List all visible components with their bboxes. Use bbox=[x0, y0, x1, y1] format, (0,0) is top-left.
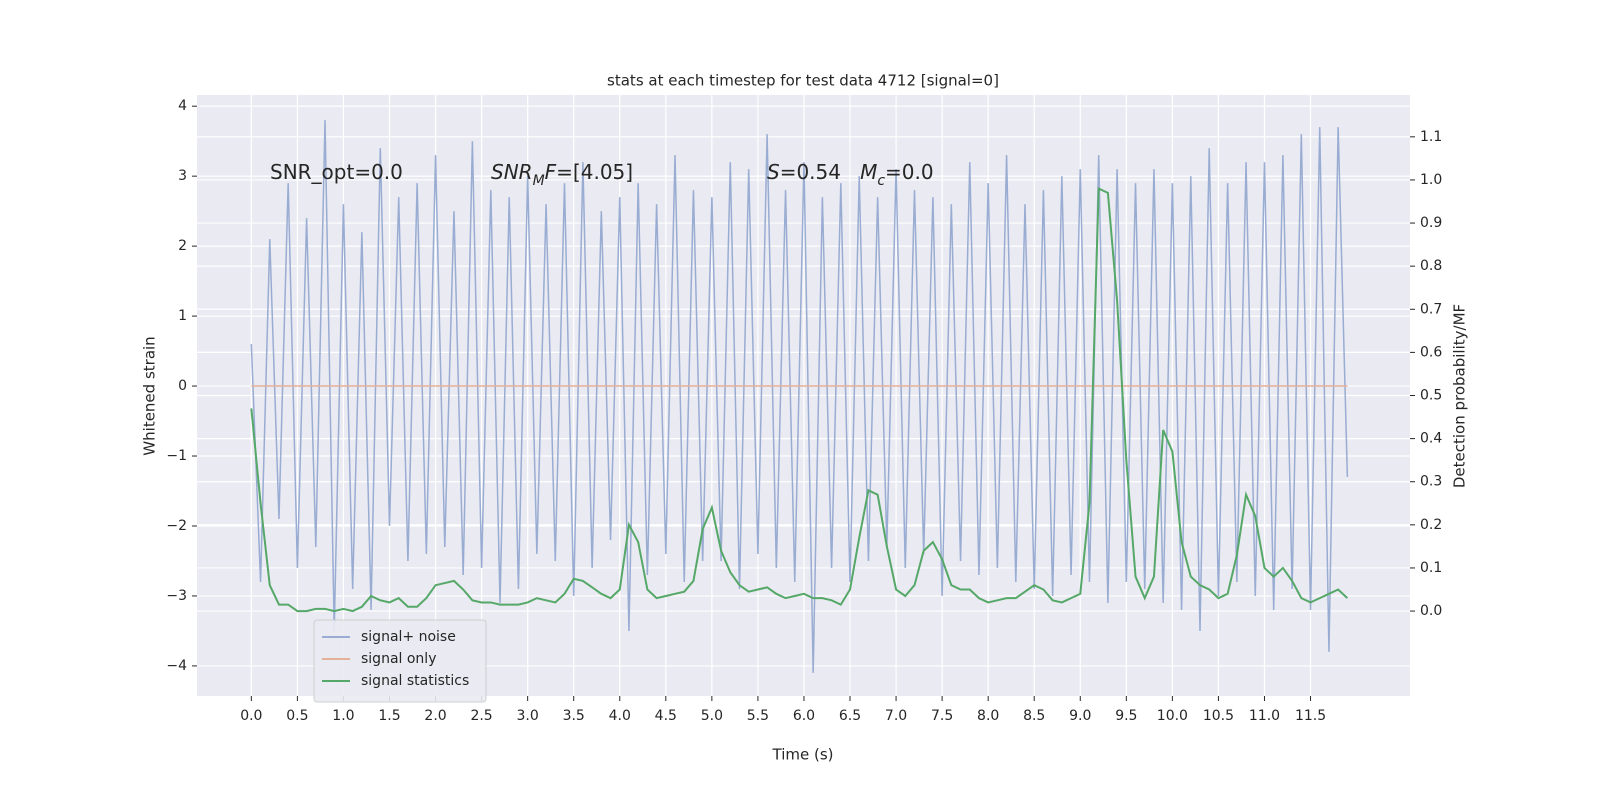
y-tick-label: 2 bbox=[178, 238, 187, 254]
y-tick-label: −3 bbox=[166, 588, 187, 604]
legend-label: signal only bbox=[361, 651, 436, 667]
annotation-part: =0.0 bbox=[885, 160, 934, 184]
x-tick-label: 3.5 bbox=[563, 708, 585, 724]
x-tick-label: 11.5 bbox=[1295, 708, 1326, 724]
x-tick-label: 5.0 bbox=[701, 708, 723, 724]
annotation: SNR_opt=0.0 bbox=[270, 160, 403, 184]
y-tick-label: −1 bbox=[166, 448, 187, 464]
chart-title: stats at each timestep for test data 471… bbox=[607, 72, 999, 90]
x-tick-label: 5.5 bbox=[747, 708, 769, 724]
x-tick-label: 0.0 bbox=[240, 708, 262, 724]
x-tick-label: 2.5 bbox=[470, 708, 492, 724]
y2-tick-label: 1.1 bbox=[1420, 129, 1442, 145]
x-tick-label: 0.5 bbox=[286, 708, 308, 724]
annotation-part: =0.54 bbox=[780, 160, 860, 184]
x-tick-label: 9.0 bbox=[1069, 708, 1091, 724]
series-line bbox=[250, 187, 1349, 613]
x-tick-label: 8.5 bbox=[1023, 708, 1045, 724]
legend-box bbox=[313, 619, 487, 703]
x-tick-label: 10.5 bbox=[1203, 708, 1234, 724]
x-tick-label: 7.5 bbox=[931, 708, 953, 724]
y2-tick-label: 0.1 bbox=[1420, 560, 1442, 576]
annotation: S=0.54 Mc=0.0 bbox=[767, 160, 934, 190]
x-tick-label: 10.0 bbox=[1157, 708, 1188, 724]
x-tick-label: 4.5 bbox=[655, 708, 677, 724]
annotation-part: SNR bbox=[491, 160, 533, 184]
x-tick-label: 11.0 bbox=[1249, 708, 1280, 724]
y2-axis-label: Detection probability/MF bbox=[1451, 304, 1469, 488]
x-tick-label: 1.0 bbox=[332, 708, 354, 724]
annotation-part: M bbox=[533, 173, 545, 189]
y2-tick-label: 0.5 bbox=[1420, 388, 1442, 404]
x-tick-label: 9.5 bbox=[1115, 708, 1137, 724]
annotation-part: M bbox=[860, 160, 877, 184]
annotation-part: =[4.05] bbox=[556, 160, 633, 184]
series-line bbox=[250, 120, 1349, 673]
y2-tick-label: 0.3 bbox=[1420, 474, 1442, 490]
x-tick-label: 1.5 bbox=[378, 708, 400, 724]
y-tick-label: −2 bbox=[166, 518, 187, 534]
y2-tick-label: 0.9 bbox=[1420, 215, 1442, 231]
y2-tick-label: 0.2 bbox=[1420, 517, 1442, 533]
annotation-part: SNR_opt=0.0 bbox=[270, 160, 403, 184]
y2-tick-label: 0.6 bbox=[1420, 344, 1442, 360]
x-tick-label: 6.5 bbox=[839, 708, 861, 724]
x-tick-label: 6.0 bbox=[793, 708, 815, 724]
y2-tick-label: 0.4 bbox=[1420, 431, 1442, 447]
x-tick-label: 2.0 bbox=[424, 708, 446, 724]
legend-label: signal+ noise bbox=[361, 629, 456, 645]
annotation-part: F bbox=[545, 160, 557, 184]
x-tick-label: 3.0 bbox=[517, 708, 539, 724]
y2-tick-label: 0.8 bbox=[1420, 258, 1442, 274]
y2-tick-label: 0.0 bbox=[1420, 603, 1442, 619]
legend-label: signal statistics bbox=[361, 673, 469, 689]
x-tick-label: 4.0 bbox=[609, 708, 631, 724]
y2-tick-label: 0.7 bbox=[1420, 301, 1442, 317]
y-tick-label: −4 bbox=[166, 658, 187, 674]
y-tick-label: 3 bbox=[178, 168, 187, 184]
annotation-part: c bbox=[877, 173, 885, 189]
annotation-part: S bbox=[767, 160, 780, 184]
y-tick-label: 1 bbox=[178, 308, 187, 324]
annotation: SNRMF=[4.05] bbox=[491, 160, 633, 190]
y-tick-label: 0 bbox=[178, 378, 187, 394]
y2-tick-label: 1.0 bbox=[1420, 172, 1442, 188]
y-axis-label: Whitened strain bbox=[141, 336, 159, 455]
x-tick-label: 8.0 bbox=[977, 708, 999, 724]
x-tick-label: 7.0 bbox=[885, 708, 907, 724]
x-axis-label: Time (s) bbox=[772, 746, 834, 764]
y-tick-label: 4 bbox=[178, 98, 187, 114]
